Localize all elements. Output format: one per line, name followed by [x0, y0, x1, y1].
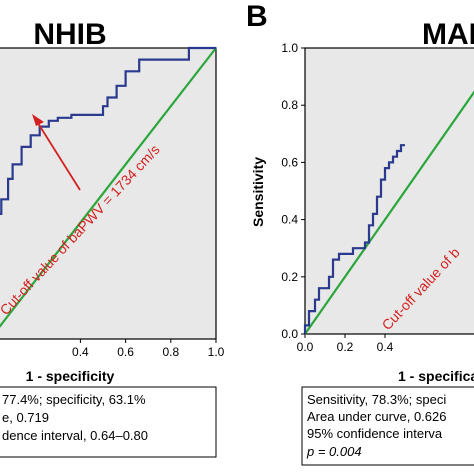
panel-b-plot-area: [304, 47, 474, 335]
panel-b-x-axis-label: 1 - specifica: [398, 368, 474, 384]
panel-mae: B MAE 0.0 0.2 0.4 0.0 0.2 0.4 0.6 0.8 1.0 Sensi…: [246, 0, 474, 466]
panel-b-stat-line-1: Sensitivity, 78.3%; speci: [307, 392, 446, 407]
panel-a-annotation-arrow: [35, 119, 81, 191]
panel-b-label: B: [246, 0, 268, 33]
panel-b-y-tick-label: 0.0: [281, 327, 298, 341]
panel-b-x-tick-label: 0.4: [377, 340, 394, 354]
panel-b-reference-line: [304, 90, 474, 335]
panel-b-x-tick-label: 0.0: [297, 340, 314, 354]
panel-b-y-tick-label: 0.4: [281, 213, 298, 227]
panel-b-stats-box: [301, 386, 474, 466]
panel-b-roc-curve: [303, 144, 405, 334]
panel-a-x-tick-label: 0.4: [72, 345, 89, 359]
panel-b-y-tick-label: 0.6: [281, 155, 298, 169]
panel-nhib: NHIB 0.4 0.6 0.8 1.0 1 - specificity Cut-of…: [0, 18, 225, 458]
panel-b-y-axis-label: Sensitivity: [250, 157, 266, 227]
panel-a-reference-line: [0, 47, 217, 328]
panel-b-x-tick-label: 0.2: [337, 340, 354, 354]
panel-b-y-tick-label: 0.8: [281, 98, 298, 112]
panel-a-stat-line-3: dence interval, 0.64–0.80: [2, 428, 148, 443]
panel-b-y-tick-label: 0.2: [281, 270, 298, 284]
panel-a-x-tick-label: 0.6: [117, 345, 134, 359]
panel-a-x-tick-label: 1.0: [208, 345, 225, 359]
panel-b-stat-line-3: 95% confidence interva: [307, 426, 443, 441]
panel-a-arrow-head: [32, 114, 44, 126]
panel-b-y-tick-label: 1.0: [281, 41, 298, 55]
panel-a-stats-box: [0, 386, 217, 458]
panel-b-stat-line-2: Area under curve, 0.626: [307, 409, 446, 424]
panel-a-x-tick-label: 0.8: [162, 345, 179, 359]
panel-a-x-axis-label: 1 - specificity: [26, 368, 115, 384]
panel-a-stat-line-1: 77.4%; specificity, 63.1%: [2, 392, 146, 407]
panel-a-roc-curve: [0, 46, 216, 215]
panel-a-title: NHIB: [33, 18, 106, 51]
panel-b-title: MAE: [422, 18, 474, 51]
panel-b-stat-line-4: p = 0.004: [306, 444, 362, 459]
panel-a-stat-line-2: e, 0.719: [2, 410, 49, 425]
